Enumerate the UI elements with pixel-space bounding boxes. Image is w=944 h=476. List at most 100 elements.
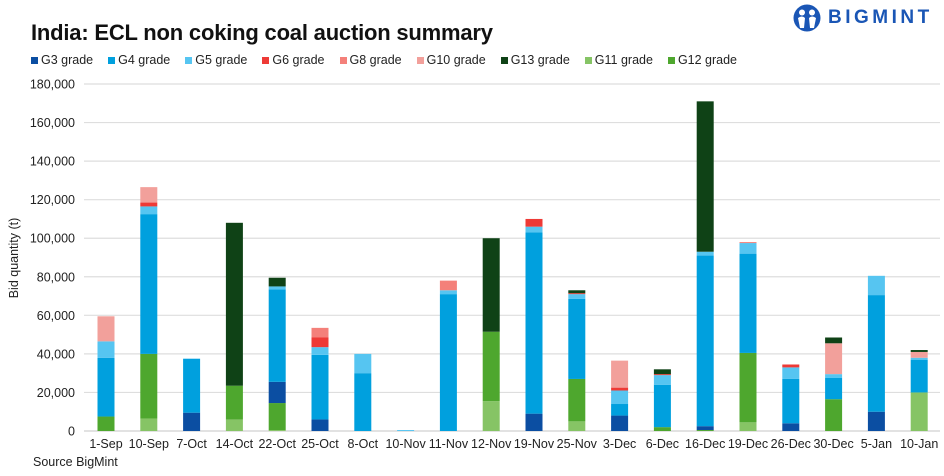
- bar-segment-g12-grade: [739, 352, 757, 423]
- bar-segment-g5-grade: [910, 357, 928, 360]
- legend-label: G5 grade: [195, 53, 248, 67]
- bar-segment-g4-grade: [183, 358, 201, 413]
- bar-segment-g4-grade: [268, 289, 286, 382]
- bar-segment-g4-grade: [910, 359, 928, 393]
- source-note: Source BigMint: [33, 455, 118, 469]
- bar-stack: [910, 350, 928, 431]
- legend-item: G10 grade: [416, 53, 486, 67]
- bar-segment-g8-grade: [311, 327, 329, 338]
- legend-label: G3 grade: [41, 53, 94, 67]
- x-tick-label: 16-Dec: [685, 437, 725, 451]
- y-tick-label: 140,000: [30, 155, 75, 169]
- bar-segment-g5-grade: [867, 275, 885, 296]
- bar-segment-g12-grade: [653, 427, 671, 431]
- bar-segment-g4-grade: [568, 298, 586, 379]
- bar-segment-g13-grade: [696, 101, 714, 252]
- legend-swatch: [185, 56, 193, 64]
- x-tick-label: 10-Nov: [385, 437, 426, 451]
- bar-segment-g5-grade: [611, 390, 629, 405]
- bar-segment-g5-grade: [439, 290, 457, 295]
- bar-segment-g4-grade: [782, 378, 800, 424]
- x-tick-label: 25-Oct: [301, 437, 339, 451]
- legend-item: G4 grade: [108, 53, 170, 67]
- bar-segment-g6-grade: [568, 293, 586, 295]
- legend-item: G11 grade: [584, 53, 653, 67]
- bar-segment-g5-grade: [97, 341, 115, 358]
- bar-segment-g5-grade: [311, 347, 329, 355]
- legend-label: G12 grade: [677, 53, 738, 67]
- legend-item: G5 grade: [185, 53, 247, 67]
- legend-swatch: [416, 56, 424, 64]
- bigmint-logo: BIGMINT: [792, 4, 933, 32]
- x-tick-label: 14-Oct: [216, 437, 254, 451]
- bar-stack: [140, 187, 158, 431]
- bar-segment-g13-grade: [268, 277, 286, 287]
- bar-segment-g3-grade: [525, 413, 543, 431]
- legend-item: G13 grade: [500, 53, 570, 67]
- y-tick-label: 80,000: [37, 270, 75, 284]
- bar-segment-g6-grade: [782, 364, 800, 368]
- bar-segment-g4-grade: [696, 255, 714, 427]
- bar-stack: [782, 364, 800, 431]
- bar-segment-g3-grade: [867, 411, 885, 431]
- bar-segment-g5-grade: [696, 251, 714, 256]
- x-tick-label: 19-Nov: [514, 437, 555, 451]
- bar-segment-g12-grade: [140, 353, 158, 419]
- bar-segment-g3-grade: [268, 381, 286, 404]
- bar-segment-g10-grade: [140, 187, 158, 203]
- y-axis-label: Bid quantity (t): [7, 218, 21, 299]
- legend-label: G10 grade: [426, 53, 486, 67]
- bar-stack: [183, 358, 201, 431]
- bar-segment-g11-grade: [140, 418, 158, 431]
- bar-segment-g10-grade: [611, 360, 629, 388]
- x-tick-label: 26-Dec: [771, 437, 811, 451]
- bar-segment-g5-grade: [653, 375, 671, 385]
- y-tick-label: 160,000: [30, 116, 75, 130]
- y-tick-label: 20,000: [37, 386, 75, 400]
- bar-segment-g11-grade: [568, 421, 586, 431]
- bar-segment-g3-grade: [611, 415, 629, 431]
- bar-segment-g12-grade: [225, 385, 243, 420]
- x-tick-label: 3-Dec: [603, 437, 636, 451]
- y-tick-label: 60,000: [37, 309, 75, 323]
- x-tick-label: 7-Oct: [176, 437, 207, 451]
- legend-item: G8 grade: [339, 53, 402, 67]
- bar-segment-g6-grade: [525, 218, 543, 227]
- bar-stack: [97, 316, 115, 431]
- bar-segment-g10-grade: [910, 351, 928, 358]
- bigmint-people-icon: [793, 4, 821, 32]
- x-tick-label: 12-Nov: [471, 437, 512, 451]
- bar-stack: [568, 290, 586, 431]
- x-tick-label: 8-Oct: [348, 437, 379, 451]
- legend-item: G3 grade: [31, 53, 93, 67]
- legend-item: G6 grade: [262, 53, 325, 67]
- bar-segment-g5-grade: [140, 206, 158, 215]
- bar-segment-g5-grade: [268, 286, 286, 290]
- x-tick-label: 19-Dec: [728, 437, 768, 451]
- bar-segment-g12-grade: [97, 416, 115, 431]
- y-tick-label: 180,000: [30, 78, 75, 92]
- bar-stack: [225, 222, 243, 431]
- bar-segment-g8-grade: [739, 242, 757, 244]
- bar-stack: [653, 369, 671, 431]
- bar-segment-g3-grade: [696, 426, 714, 431]
- bar-stack: [739, 242, 757, 431]
- bar-segment-g6-grade: [311, 337, 329, 348]
- bar-stack: [268, 277, 286, 431]
- bar-segment-g5-grade: [397, 430, 415, 431]
- bar-segment-g4-grade: [739, 253, 757, 353]
- y-tick-label: 120,000: [30, 193, 75, 207]
- bar-stack: [397, 430, 415, 431]
- bar-segment-g12-grade: [268, 403, 286, 431]
- bar-segment-g12-grade: [482, 331, 500, 402]
- legend-swatch: [31, 56, 38, 64]
- bar-segment-g8-grade: [439, 280, 457, 291]
- legend-swatch: [339, 56, 347, 64]
- bar-stack: [825, 337, 843, 431]
- legend-swatch: [108, 56, 116, 64]
- bar-segment-g3-grade: [311, 419, 329, 431]
- bar-segment-g11-grade: [910, 392, 928, 431]
- bar-segment-g13-grade: [568, 290, 586, 294]
- x-tick-label: 10-Jan: [900, 437, 938, 451]
